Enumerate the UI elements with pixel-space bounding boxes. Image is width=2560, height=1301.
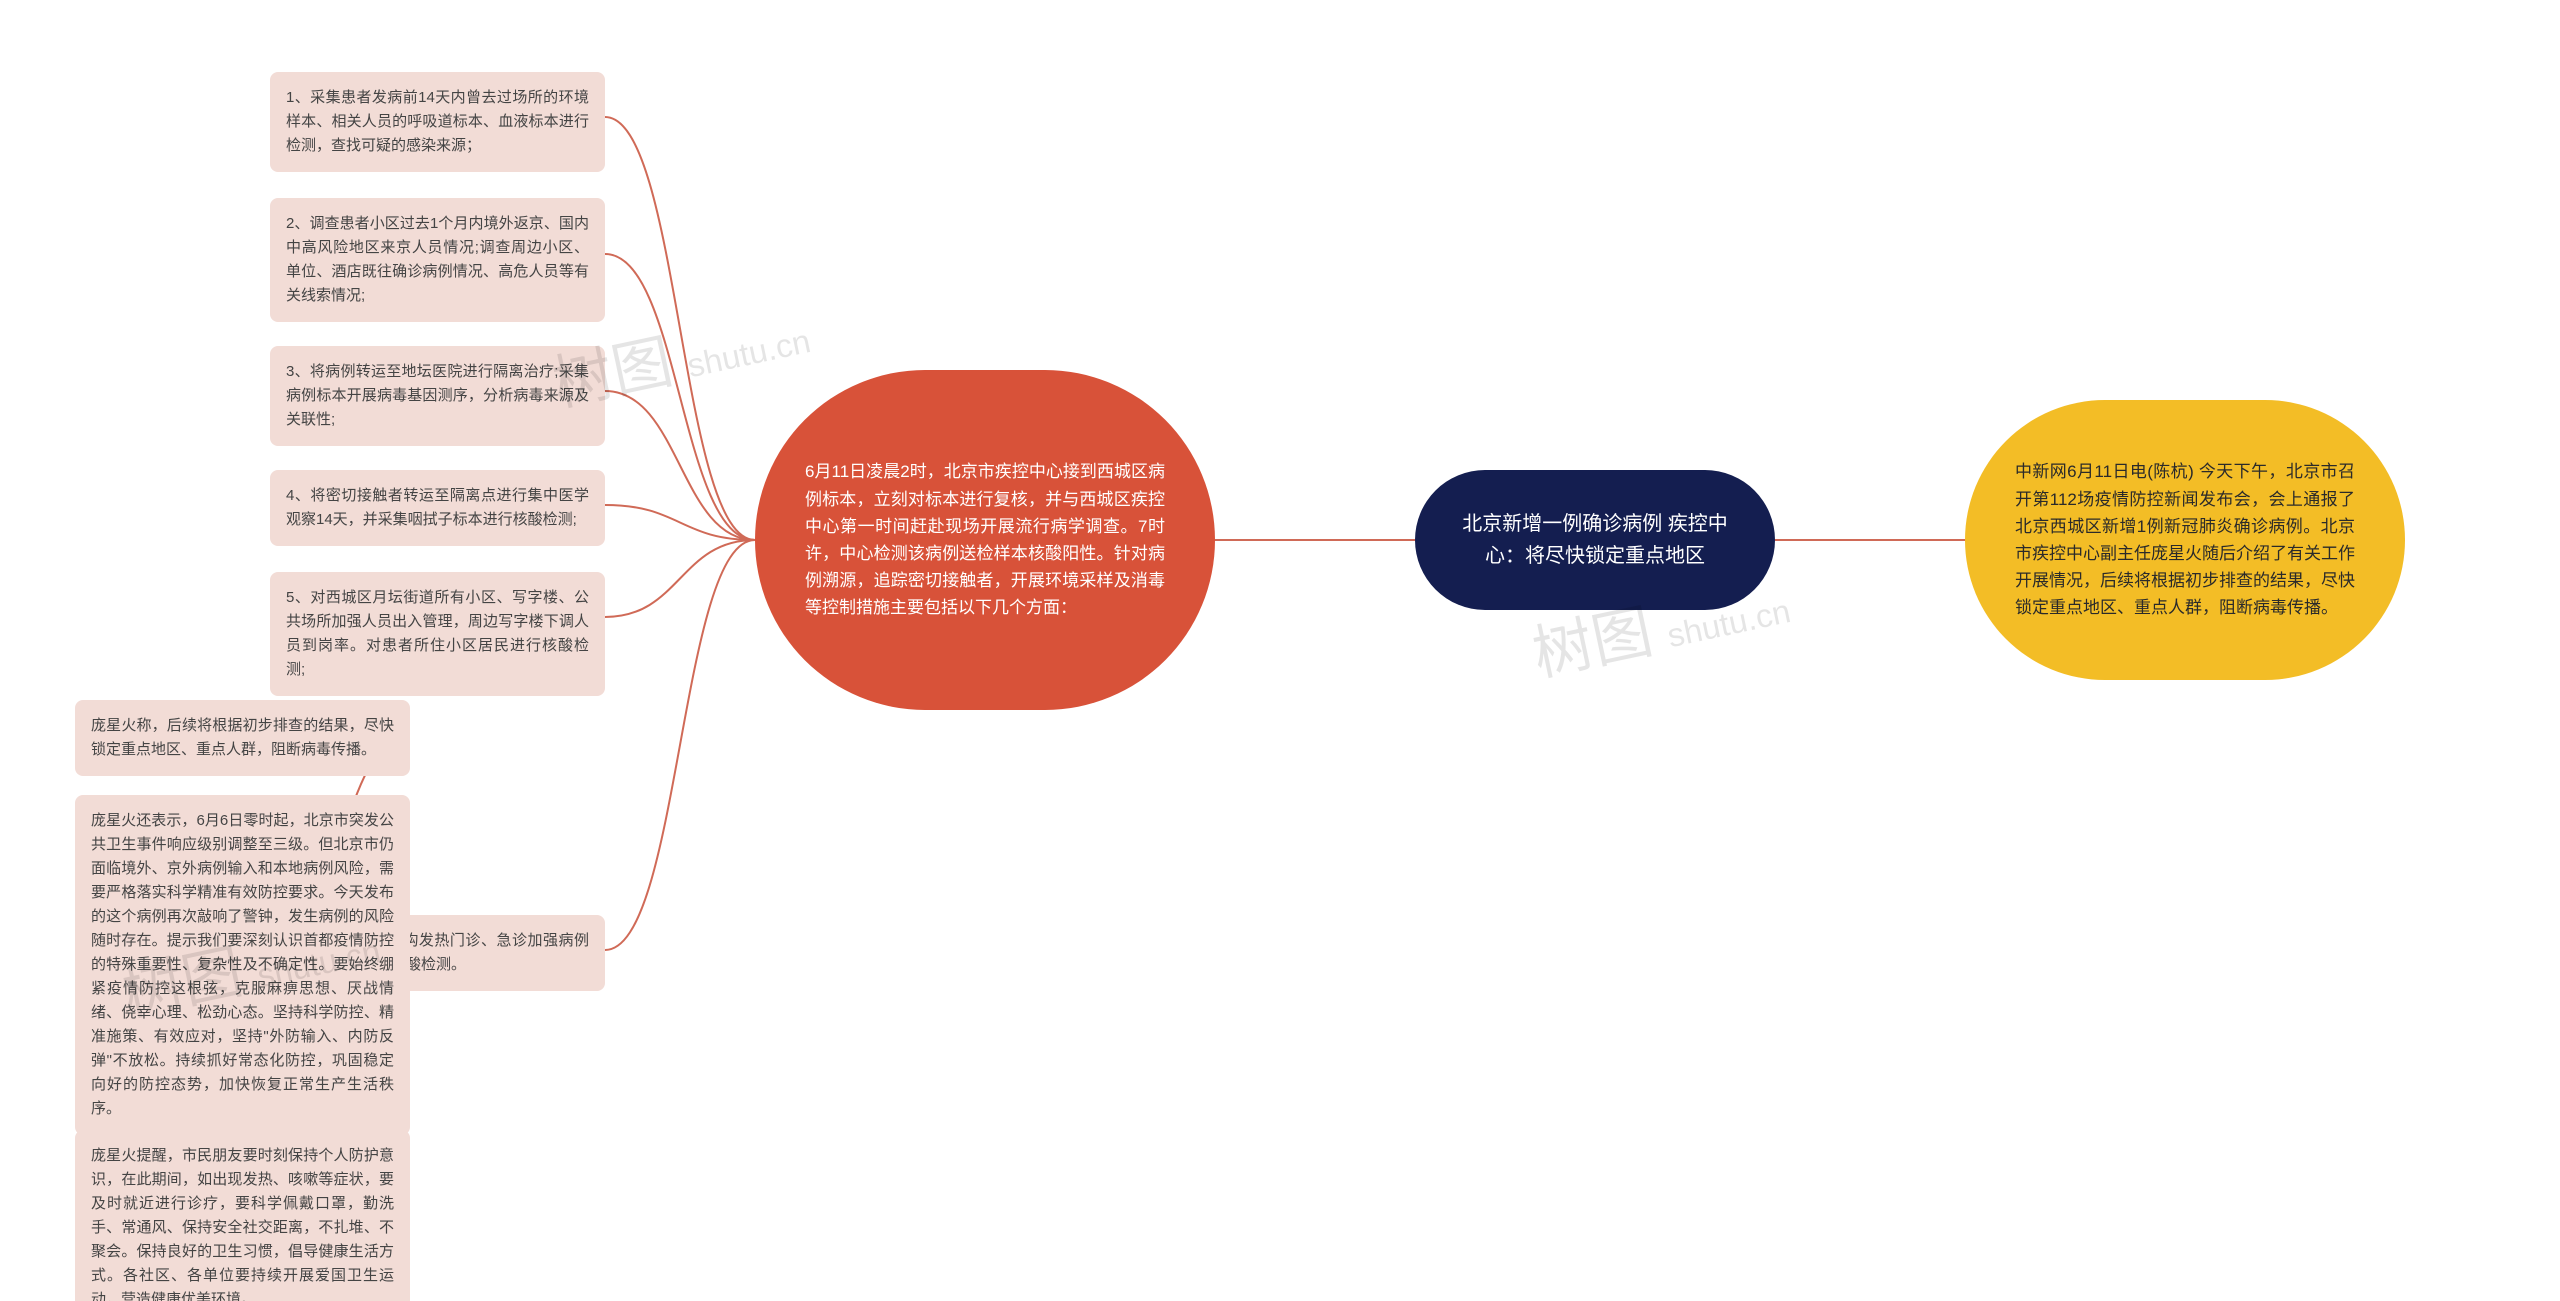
mindmap-canvas: 北京新增一例确诊病例 疾控中心：将尽快锁定重点地区 中新网6月11日电(陈杭) … [0, 0, 2560, 1301]
measure-item-text: 2、调查患者小区过去1个月内境外返京、国内中高风险地区来京人员情况;调查周边小区… [286, 212, 589, 308]
remark-item-2[interactable]: 庞星火还表示，6月6日零时起，北京市突发公共卫生事件响应级别调整至三级。但北京市… [75, 795, 410, 1135]
remark-item-1[interactable]: 庞星火称，后续将根据初步排查的结果，尽快锁定重点地区、重点人群，阻断病毒传播。 [75, 700, 410, 776]
right-branch-text: 中新网6月11日电(陈杭) 今天下午，北京市召开第112场疫情防控新闻发布会，会… [2015, 458, 2355, 621]
measure-item-text: 3、将病例转运至地坛医院进行隔离治疗;采集病例标本开展病毒基因测序，分析病毒来源… [286, 360, 589, 432]
right-branch-node[interactable]: 中新网6月11日电(陈杭) 今天下午，北京市召开第112场疫情防控新闻发布会，会… [1965, 400, 2405, 680]
measure-item-3[interactable]: 3、将病例转运至地坛医院进行隔离治疗;采集病例标本开展病毒基因测序，分析病毒来源… [270, 346, 605, 446]
measure-item-5[interactable]: 5、对西城区月坛街道所有小区、写字楼、公共场所加强人员出入管理，周边写字楼下调人… [270, 572, 605, 696]
measure-item-text: 1、采集患者发病前14天内曾去过场所的环境样本、相关人员的呼吸道标本、血液标本进… [286, 86, 589, 158]
measure-item-2[interactable]: 2、调查患者小区过去1个月内境外返京、国内中高风险地区来京人员情况;调查周边小区… [270, 198, 605, 322]
root-node[interactable]: 北京新增一例确诊病例 疾控中心：将尽快锁定重点地区 [1415, 470, 1775, 610]
measure-item-text: 5、对西城区月坛街道所有小区、写字楼、公共场所加强人员出入管理，周边写字楼下调人… [286, 586, 589, 682]
left-branch-text: 6月11日凌晨2时，北京市疾控中心接到西城区病例标本，立刻对标本进行复核，并与西… [805, 458, 1165, 621]
remark-item-3[interactable]: 庞星火提醒，市民朋友要时刻保持个人防护意识，在此期间，如出现发热、咳嗽等症状，要… [75, 1130, 410, 1301]
remark-item-text: 庞星火还表示，6月6日零时起，北京市突发公共卫生事件响应级别调整至三级。但北京市… [91, 809, 394, 1121]
left-branch-node[interactable]: 6月11日凌晨2时，北京市疾控中心接到西城区病例标本，立刻对标本进行复核，并与西… [755, 370, 1215, 710]
remark-item-text: 庞星火称，后续将根据初步排查的结果，尽快锁定重点地区、重点人群，阻断病毒传播。 [91, 714, 394, 762]
measure-item-text: 4、将密切接触者转运至隔离点进行集中医学观察14天，并采集咽拭子标本进行核酸检测… [286, 484, 589, 532]
measure-item-1[interactable]: 1、采集患者发病前14天内曾去过场所的环境样本、相关人员的呼吸道标本、血液标本进… [270, 72, 605, 172]
remark-item-text: 庞星火提醒，市民朋友要时刻保持个人防护意识，在此期间，如出现发热、咳嗽等症状，要… [91, 1144, 394, 1301]
root-node-text: 北京新增一例确诊病例 疾控中心：将尽快锁定重点地区 [1455, 508, 1735, 572]
measure-item-4[interactable]: 4、将密切接触者转运至隔离点进行集中医学观察14天，并采集咽拭子标本进行核酸检测… [270, 470, 605, 546]
